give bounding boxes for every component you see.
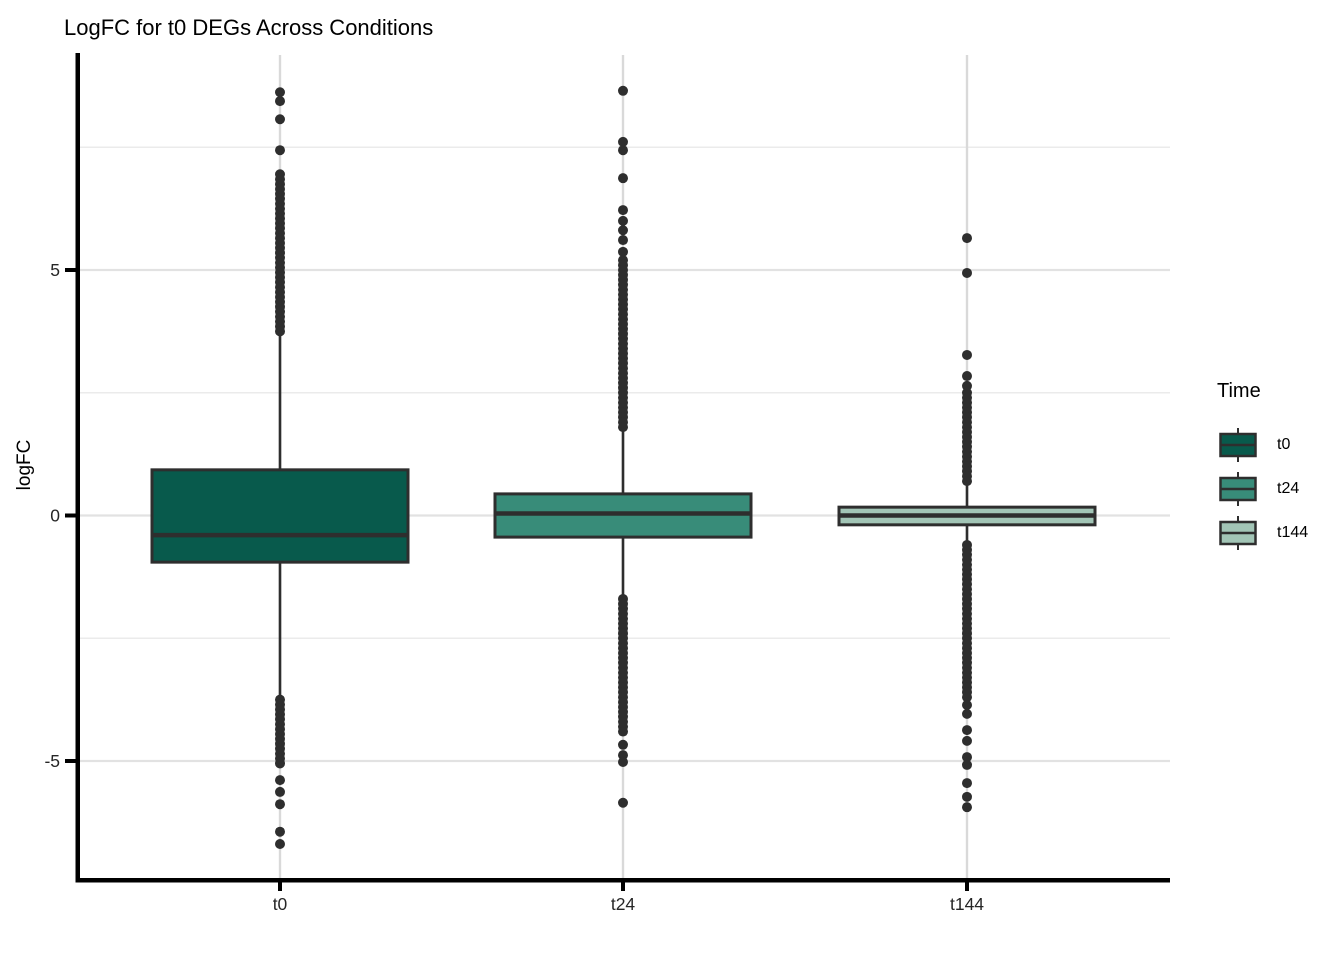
legend-entry: t24: [1215, 467, 1340, 511]
outlier-point: [962, 759, 972, 770]
outlier-point: [618, 85, 628, 96]
outlier-point: [618, 173, 628, 184]
outlier-point: [962, 791, 972, 802]
outlier-point: [275, 775, 285, 786]
outlier-point: [962, 233, 972, 244]
outlier-point: [618, 235, 628, 246]
box-t0: [150, 468, 410, 564]
outlier-point: [618, 756, 628, 767]
legend-key-boxplot-glyph: [1219, 428, 1257, 462]
chart-title: LogFC for t0 DEGs Across Conditions: [64, 15, 434, 40]
legend-entry-label: t0: [1277, 436, 1291, 453]
outlier-point: [275, 826, 285, 837]
y-axis-label: logFC: [14, 439, 35, 491]
x-tick-label: t24: [611, 894, 636, 914]
outlier-point: [618, 739, 628, 750]
x-tick-label: t0: [273, 894, 288, 914]
outlier-point: [618, 215, 628, 226]
outlier-point: [275, 799, 285, 810]
outlier-point: [618, 205, 628, 216]
x-tick-label: t144: [950, 894, 984, 914]
legend-entry: t0: [1215, 423, 1340, 467]
y-axis-line: [75, 53, 80, 883]
outlier-point: [275, 87, 285, 98]
outlier-point: [618, 750, 628, 761]
outlier-point: [962, 267, 972, 278]
outlier-point: [275, 786, 285, 797]
legend-title: Time: [1217, 380, 1261, 402]
outlier-point: [618, 726, 628, 737]
outlier-point: [962, 778, 972, 789]
legend: Time t0 t24 t144: [1215, 380, 1340, 555]
outlier-point: [618, 246, 628, 257]
outlier-point: [962, 708, 972, 719]
legend-entry-label: t24: [1277, 480, 1300, 497]
outlier-point: [962, 692, 972, 703]
outlier-point: [275, 326, 285, 337]
y-tick-label: 5: [50, 260, 60, 280]
outlier-point: [962, 349, 972, 360]
outlier-point: [962, 371, 972, 382]
legend-entry: t144: [1215, 511, 1340, 555]
outlier-point: [275, 758, 285, 769]
outlier-point: [962, 700, 972, 711]
y-tick-label: -5: [44, 751, 60, 771]
legend-key-boxplot-glyph: [1219, 472, 1257, 506]
outlier-point: [275, 114, 285, 125]
outlier-point: [618, 145, 628, 156]
x-axis-line: [75, 878, 1170, 883]
outlier-point: [275, 838, 285, 849]
legend-entry-label: t144: [1277, 524, 1309, 541]
outlier-point: [618, 136, 628, 147]
outlier-point: [962, 735, 972, 746]
outlier-point: [275, 96, 285, 107]
outlier-point: [275, 145, 285, 156]
outlier-point: [962, 476, 972, 487]
y-tick-label: 0: [50, 506, 60, 526]
outlier-point: [618, 797, 628, 808]
outlier-point: [962, 802, 972, 813]
outlier-point: [962, 725, 972, 736]
outlier-point: [962, 380, 972, 391]
outlier-point: [962, 752, 972, 763]
legend-key-boxplot-glyph: [1219, 516, 1257, 550]
outlier-point: [618, 225, 628, 236]
outlier-point: [618, 422, 628, 433]
